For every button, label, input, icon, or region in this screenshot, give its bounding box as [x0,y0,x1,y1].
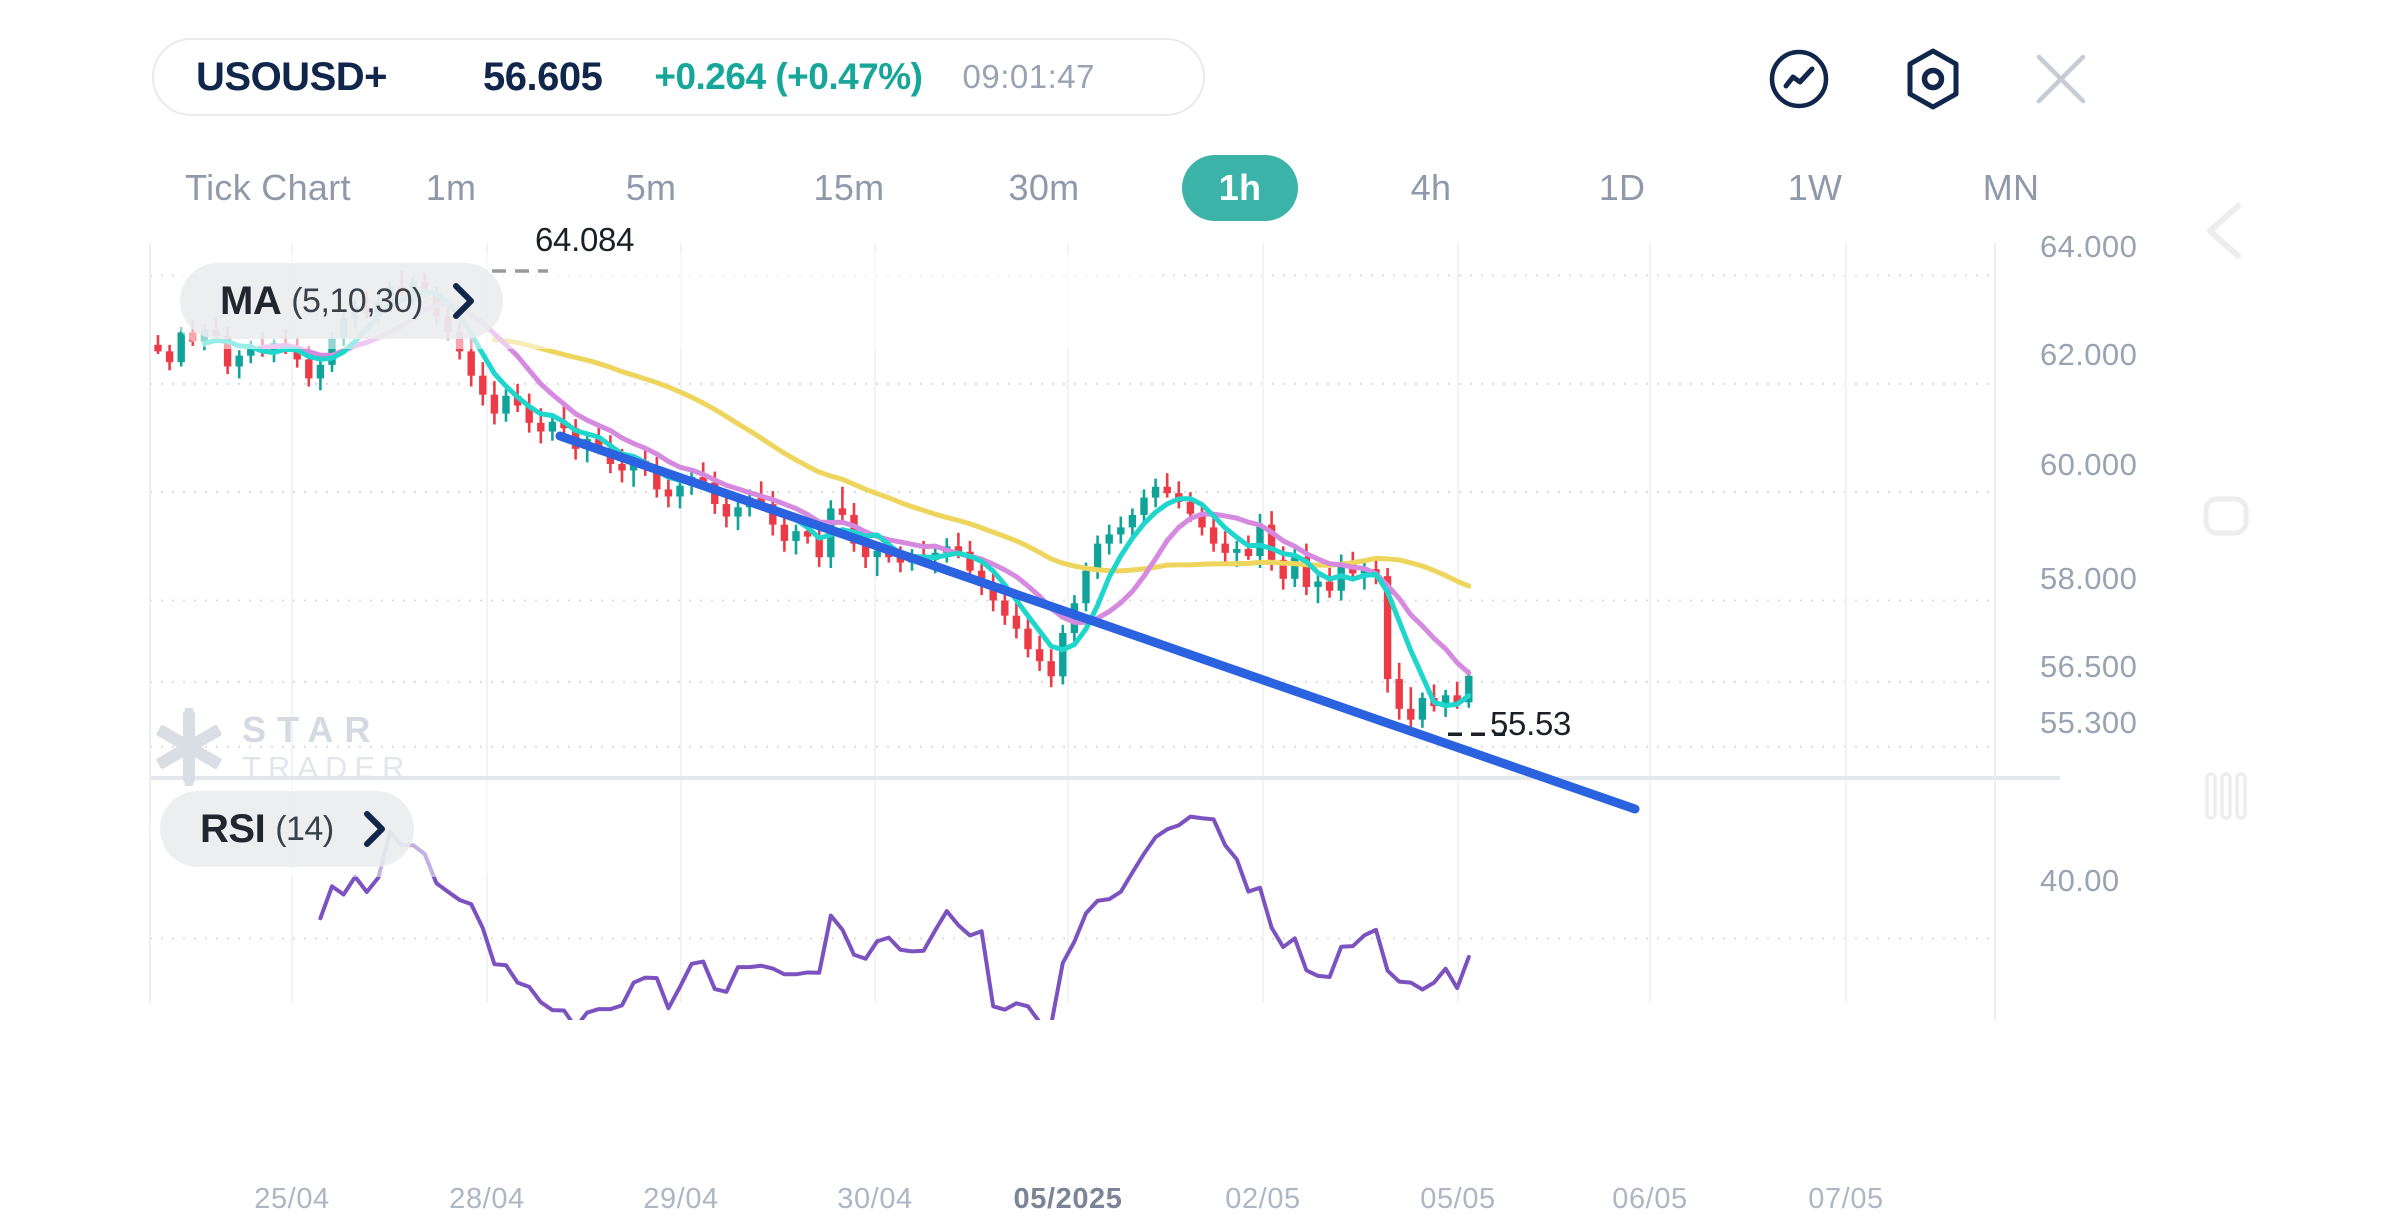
chart-region[interactable]: 64.000 62.000 60.000 58.000 56.500 55.30… [0,221,2383,1215]
watermark: STAR TRADER [152,708,411,786]
timeframe-tab-mn[interactable]: MN [1982,167,2040,208]
star-logo-icon [156,708,222,786]
quote-timestamp: 09:01:47 [962,58,1095,95]
time-axis-tick: 29/04 [643,1183,719,1215]
high-price-tag: 64.084 [535,221,635,258]
candlestick [1163,473,1171,498]
chart-canvas[interactable] [0,243,2383,1020]
candlestick [1175,481,1183,509]
chevron-right-icon[interactable] [451,281,477,321]
panel-bars-widget[interactable] [2203,770,2249,822]
time-axis-tick: 02/05 [1225,1183,1301,1215]
candlestick [734,500,742,531]
candlestick [1209,516,1218,552]
rsi-line [318,814,1471,1020]
candlestick [653,456,661,498]
candlestick [664,475,673,508]
candlestick [1325,568,1334,598]
candlestick [316,359,325,391]
candlestick [1465,669,1473,708]
price-axis-tick: 58.000 [2040,561,2138,596]
indicator-name: RSI [200,806,266,851]
price-axis-tick: 56.500 [2040,649,2138,684]
indicator-params: (14) [275,809,334,848]
timeframe-tab-4h[interactable]: 4h [1410,167,1452,208]
indicator-legend-ma[interactable]: MA (5,10,30) [180,263,503,339]
candlestick [479,362,487,406]
indicator-name: MA [220,278,282,323]
time-axis-tick: 30/04 [837,1183,913,1215]
time-axis-tick: 28/04 [449,1183,525,1215]
timeframe-tab-tick-chart[interactable]: Tick Chart [185,167,351,208]
candlestick [780,512,789,552]
close-icon[interactable] [2032,50,2090,108]
candlestick [1035,635,1044,671]
candlestick [490,381,499,425]
timeframe-tab-1d[interactable]: 1D [1598,167,1646,208]
candlestick [502,389,510,422]
quote-pill[interactable]: USOUSD+ 56.605 +0.264 (+0.47%) 09:01:47 [152,38,1205,116]
candlestick [1314,570,1322,604]
time-axis-tick: 25/04 [254,1183,330,1215]
candlestick [525,393,533,433]
chart-type-icon[interactable] [1768,48,1830,110]
symbol-label: USOUSD+ [196,54,388,99]
time-axis-tick: 05/2025 [1013,1183,1123,1215]
time-axis-tick: 06/05 [1612,1183,1688,1215]
screen-resize-widget[interactable] [2202,495,2250,537]
settings-icon[interactable] [1900,46,1966,112]
candlestick [165,344,174,371]
candlestick [676,478,684,509]
candlestick [1395,662,1403,720]
low-price-tag: 55.53 [1490,705,1572,742]
indicator-legend-rsi[interactable]: RSI (14) [160,791,414,867]
candlestick [966,540,974,579]
candlestick [1012,603,1021,639]
last-price: 56.605 [483,54,603,99]
timeframe-tab-5m[interactable]: 5m [625,167,677,208]
candlestick [1047,649,1055,688]
candlestick [235,350,243,379]
collapse-back-chevron[interactable] [2200,200,2252,262]
timeframe-tab-1h[interactable]: 1h [1182,155,1298,221]
watermark-line-1: STAR [242,708,382,750]
candlestick [1128,508,1137,536]
candlestick [1151,478,1160,508]
timeframe-tab-1m[interactable]: 1m [425,167,477,208]
candlestick [1105,524,1113,555]
time-axis-tick: 05/05 [1420,1183,1496,1215]
candlestick [1117,516,1125,544]
candlestick [989,573,997,612]
timeframe-tabs: Tick Chart 1m 5m 15m 30m 1h 4h 1D 1W MN [0,155,2383,241]
candlestick [792,524,800,555]
candlestick [1140,489,1148,524]
time-axis-tick: 07/05 [1808,1183,1884,1215]
candlestick [1059,624,1067,685]
price-axis-tick: 55.300 [2040,705,2138,740]
candlestick [548,416,557,441]
candlestick [838,486,847,522]
candlestick [177,326,185,367]
price-change: +0.264 (+0.47%) [654,56,923,97]
timeframe-tab-15m[interactable]: 15m [813,167,885,208]
candlestick [1418,692,1427,728]
price-axis-tick: 64.000 [2040,229,2138,264]
candlestick [1198,503,1206,536]
timeframe-tab-1w[interactable]: 1W [1787,167,1843,208]
header-bar: USOUSD+ 56.605 +0.264 (+0.47%) 09:01:47 [0,0,2383,150]
ma5-line [201,288,1472,709]
price-axis-tick: 60.000 [2040,447,2138,482]
candlestick [1024,616,1032,658]
rsi-axis-tick: 40.00 [2040,863,2120,898]
price-axis-tick: 62.000 [2040,337,2138,372]
trendline [555,431,1640,814]
candlestick [1221,531,1229,563]
chevron-right-icon[interactable] [362,809,388,849]
candlestick [1407,687,1415,735]
timeframe-tab-30m[interactable]: 30m [1008,167,1080,208]
indicator-params: (5,10,30) [291,281,423,320]
candlestick [154,335,162,355]
watermark-line-2: TRADER [242,749,412,785]
